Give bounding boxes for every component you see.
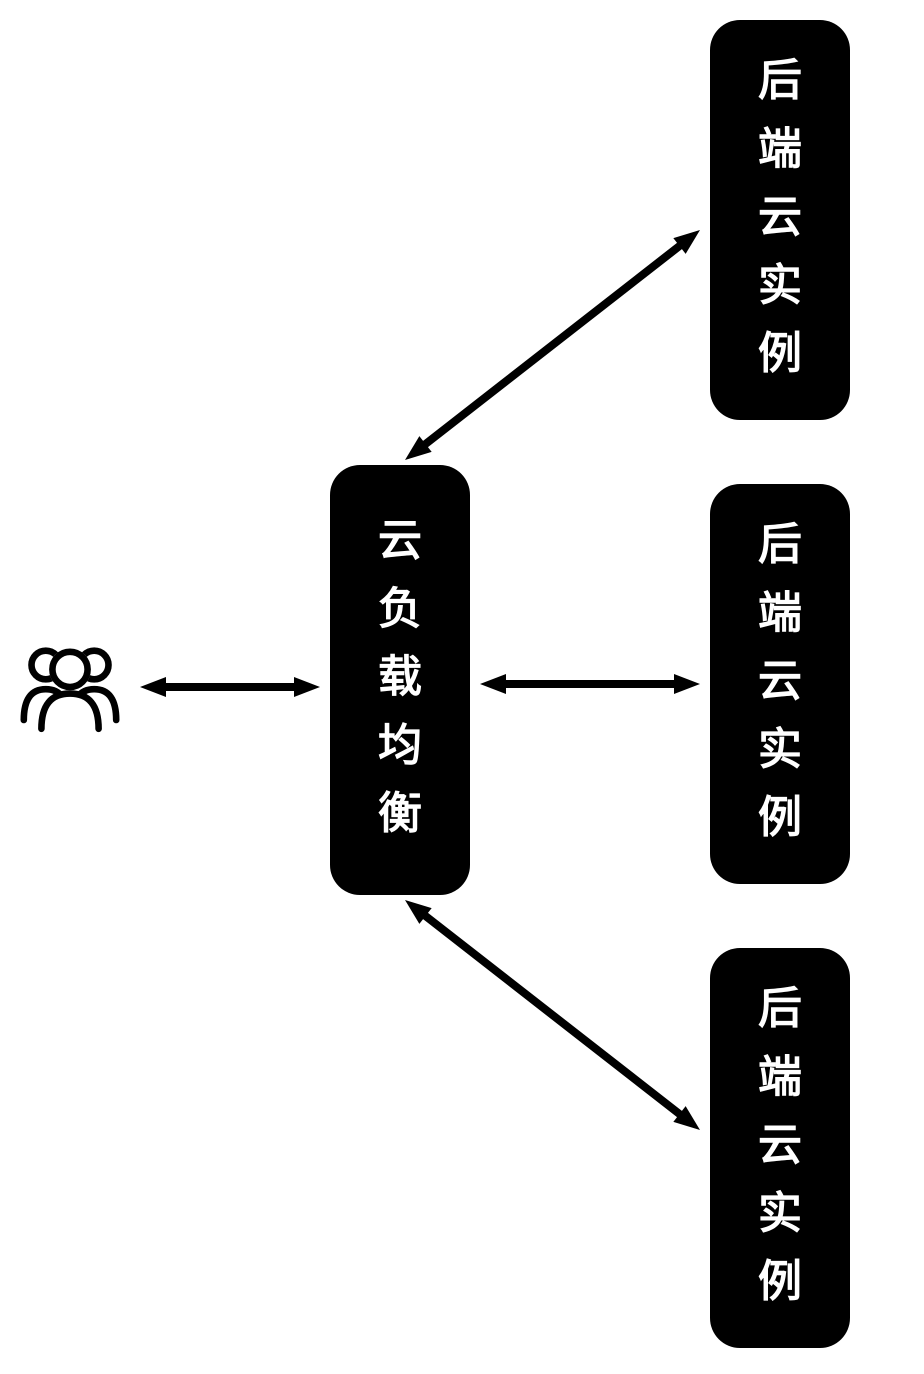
arrowhead bbox=[674, 674, 700, 694]
users-icon bbox=[24, 649, 116, 729]
node-label: 云负载均衡 bbox=[378, 516, 422, 838]
node-backend_bot: 后端云实例 bbox=[710, 948, 850, 1348]
node-lb: 云负载均衡 bbox=[330, 465, 470, 895]
arrowhead bbox=[140, 677, 166, 697]
node-backend_top: 后端云实例 bbox=[710, 20, 850, 420]
arrowhead bbox=[294, 677, 320, 697]
arrowhead bbox=[480, 674, 506, 694]
node-label: 后端云实例 bbox=[758, 56, 802, 378]
node-label: 后端云实例 bbox=[758, 520, 802, 842]
edge bbox=[423, 914, 681, 1115]
edge bbox=[423, 244, 681, 445]
node-label: 后端云实例 bbox=[758, 984, 802, 1306]
node-backend_mid: 后端云实例 bbox=[710, 484, 850, 884]
